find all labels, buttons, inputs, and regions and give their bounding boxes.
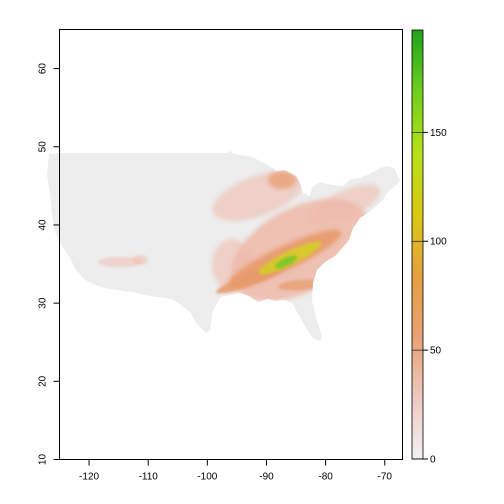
y-tick-label: 50 [38, 141, 49, 153]
northeast-low-region [310, 184, 380, 226]
y-tick-label: 30 [38, 297, 49, 309]
x-tick-label: -100 [197, 472, 217, 483]
x-tick-label: -80 [318, 472, 333, 483]
lake-michigan-region [268, 171, 296, 189]
y-tick-label: 10 [38, 454, 49, 466]
y-tick-label: 40 [38, 219, 49, 231]
y-tick-label: 20 [38, 375, 49, 387]
intensity-overlay [98, 171, 380, 302]
legend-tick-label: 150 [430, 128, 447, 139]
southern-band [278, 279, 322, 291]
legend-tick-label: 100 [430, 237, 447, 248]
x-tick-label: -110 [139, 472, 159, 483]
y-tick-label: 60 [38, 63, 49, 75]
legend-ticks: 0 50 100 150 [412, 128, 447, 466]
legend-tick-label: 50 [430, 346, 442, 357]
west-low-patch-2 [132, 255, 148, 265]
legend-tick-label: 0 [430, 455, 436, 466]
legend-color-bar [411, 29, 424, 460]
y-axis: 10 20 30 40 50 60 [38, 63, 60, 465]
x-tick-label: -120 [79, 472, 99, 483]
x-tick-label: -70 [378, 472, 393, 483]
x-tick-label: -90 [259, 472, 274, 483]
x-axis: -120 -110 -100 -90 -80 -70 [79, 459, 393, 483]
color-legend: 0 50 100 150 [411, 29, 447, 466]
west-low-patch [98, 257, 142, 267]
peak-intensity-core [275, 255, 297, 269]
